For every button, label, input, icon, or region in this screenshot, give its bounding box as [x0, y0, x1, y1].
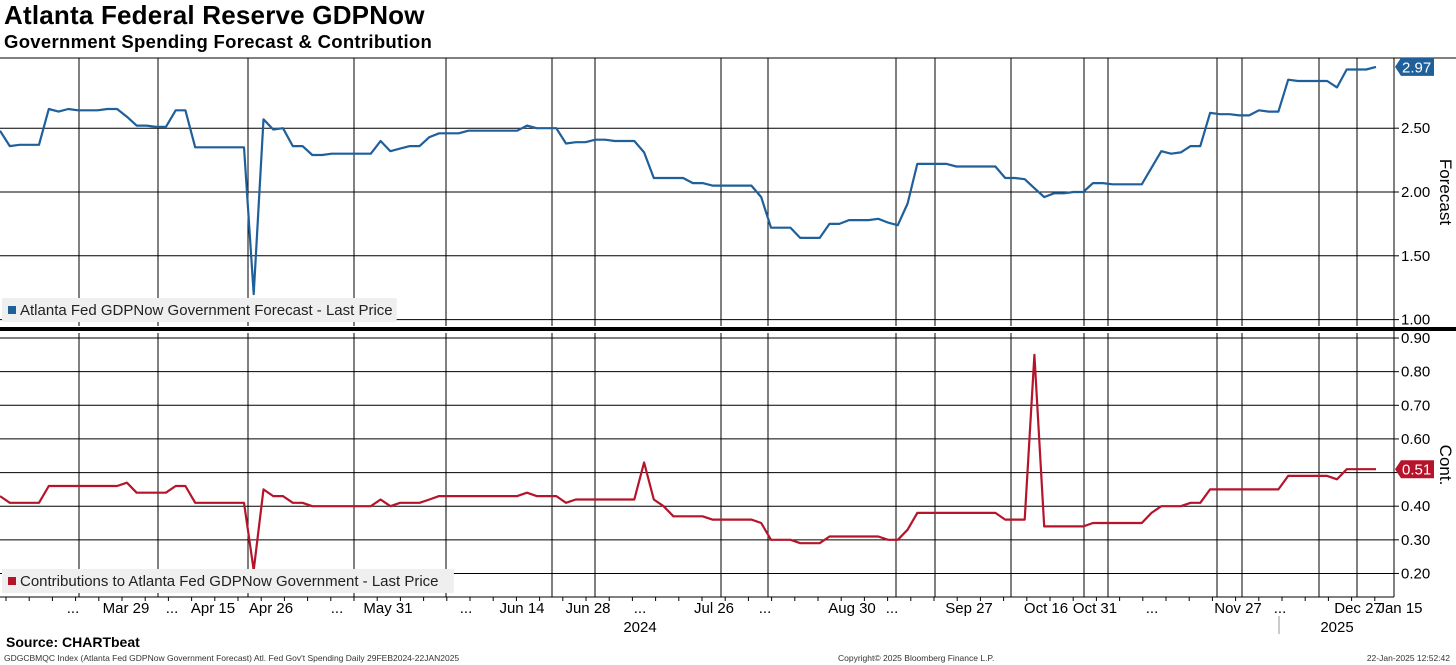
- contribution-last-value-badge: [1395, 460, 1434, 479]
- x-tick-label: Aug 30: [828, 600, 876, 617]
- forecast-last-value-badge: [1395, 57, 1434, 76]
- contribution-axis-label: Cont.: [1436, 445, 1455, 486]
- year-label-2024: 2024: [623, 619, 656, 636]
- contribution-ytick-label: 0.80: [1401, 364, 1430, 381]
- forecast-ytick-label: 2.00: [1401, 184, 1430, 201]
- source-note: Source: CHARTbeat: [6, 634, 140, 650]
- forecast-ytick-label: 1.50: [1401, 248, 1430, 265]
- forecast-axis-label: Forecast: [1436, 159, 1455, 225]
- x-tick-label: Jan 15: [1377, 600, 1422, 617]
- forecast-legend-box: [2, 298, 397, 322]
- x-tick-label: ...: [331, 600, 344, 617]
- x-tick-label: ...: [166, 600, 179, 617]
- x-tick-label: ...: [1274, 600, 1287, 617]
- contribution-last-value-label: 0.51: [1402, 462, 1431, 479]
- x-tick-label: Oct 31: [1073, 600, 1117, 617]
- x-tick-label: May 31: [363, 600, 412, 617]
- footer-index-info: GDGCBMQC Index (Atlanta Fed GDPNow Gover…: [4, 653, 460, 663]
- x-tick-label: Nov 27: [1214, 600, 1262, 617]
- chart-subtitle: Government Spending Forecast & Contribut…: [4, 31, 433, 52]
- contribution-legend-label: Contributions to Atlanta Fed GDPNow Gove…: [20, 573, 439, 590]
- x-tick-label: Jul 26: [694, 600, 734, 617]
- panel-divider: [0, 327, 1456, 331]
- x-tick-label: Jun 28: [565, 600, 610, 617]
- contribution-ytick-label: 0.90: [1401, 330, 1430, 347]
- x-tick-label: ...: [759, 600, 772, 617]
- x-tick-label: Oct 16: [1024, 600, 1068, 617]
- x-tick-label: Dec 27: [1334, 600, 1382, 617]
- x-tick-label: Sep 27: [945, 600, 993, 617]
- year-label-2025: 2025: [1320, 619, 1353, 636]
- contribution-ytick-label: 0.30: [1401, 532, 1430, 549]
- x-tick-label: ...: [67, 600, 80, 617]
- x-tick-label: ...: [460, 600, 473, 617]
- contribution-ytick-label: 0.40: [1401, 498, 1430, 515]
- contribution-panel: 0.200.300.400.500.600.700.800.900.51Cont…: [0, 330, 1455, 593]
- x-tick-label: Jun 14: [499, 600, 544, 617]
- x-axis: ... Mar 29... Apr 15 Apr 26... May 31... Jun …: [5, 597, 1423, 636]
- x-tick-label: ...: [634, 600, 647, 617]
- forecast-last-value-label: 2.97: [1402, 59, 1431, 76]
- forecast-ytick-label: 2.50: [1401, 120, 1430, 137]
- footer-timestamp: 22-Jan-2025 12:52:42: [1366, 653, 1450, 663]
- contribution-legend-box: [2, 569, 454, 593]
- contribution-series-line: [0, 353, 1376, 572]
- x-tick-label: ...: [886, 600, 899, 617]
- contribution-legend-swatch: [8, 577, 16, 585]
- chart-title: Atlanta Federal Reserve GDPNow: [4, 0, 425, 30]
- contribution-ytick-label: 0.20: [1401, 565, 1430, 582]
- forecast-ytick-label: 1.00: [1401, 312, 1430, 329]
- forecast-legend-label: Atlanta Fed GDPNow Government Forecast -…: [20, 302, 393, 319]
- contribution-ytick-label: 0.60: [1401, 431, 1430, 448]
- x-tick-label: Apr 15: [191, 600, 235, 617]
- forecast-series-line: [0, 65, 1377, 296]
- forecast-legend-swatch: [8, 306, 16, 314]
- footer-copyright: Copyright© 2025 Bloomberg Finance L.P.: [838, 653, 995, 663]
- x-tick-label: ...: [1146, 600, 1159, 617]
- contribution-ytick-label: 0.70: [1401, 397, 1430, 414]
- x-tick-label: Mar 29: [103, 600, 150, 617]
- forecast-panel: 1.00 1.50 2.00 2.50 2.97 Forecast Atlanta Fed …: [0, 57, 1455, 329]
- grid-layer: [0, 57, 1456, 598]
- x-tick-label: Apr 26: [249, 600, 293, 617]
